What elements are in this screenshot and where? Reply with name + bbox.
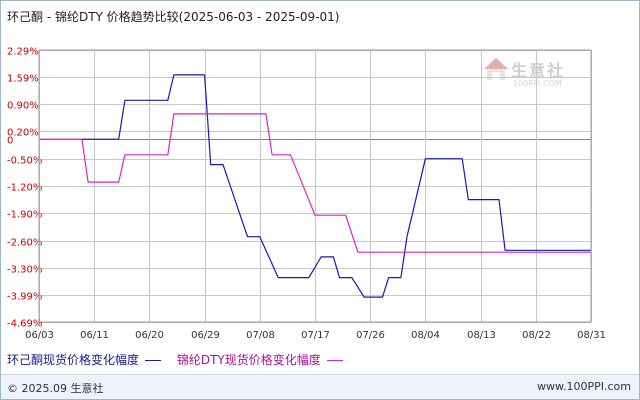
watermark-logo-icon — [484, 58, 508, 80]
chart-title: 环己酮 - 锦纶DTY 价格趋势比较(2025-06-03 - 2025-09-… — [7, 10, 340, 24]
grid-layer — [39, 50, 592, 323]
x-tick-label: 07/26 — [356, 330, 385, 341]
y-tick-label: -1.20% — [7, 183, 42, 194]
x-tick-label: 06/29 — [191, 330, 220, 341]
y-tick-label: -4.69% — [7, 319, 42, 330]
x-tick-label: 07/08 — [246, 330, 275, 341]
legend-swatch-series1 — [145, 360, 162, 361]
x-tick-label: 08/22 — [522, 330, 551, 341]
series-line-1 — [81, 74, 591, 298]
footer: © 2025.09 生意社 www.100PPI.com — [1, 374, 639, 399]
x-tick-label: 08/31 — [577, 330, 606, 341]
watermark: 生意社 100PPI.COM — [483, 57, 583, 97]
series-layer — [39, 74, 591, 298]
watermark-url: 100PPI.COM — [513, 79, 562, 88]
legend-label-series2: 锦纶DTY现货价格变化幅度 — [176, 353, 321, 367]
y-tick-label: 0.20% — [7, 128, 39, 139]
x-tick-label: 08/04 — [411, 330, 440, 341]
y-tick-label: 1.59% — [7, 74, 39, 85]
series-line-2 — [39, 113, 591, 253]
legend-swatch-series2 — [326, 360, 343, 361]
x-tick-label: 08/13 — [467, 330, 496, 341]
y-tick-label: -1.90% — [7, 210, 42, 221]
y-tick-label: 0 — [7, 136, 13, 147]
legend: 环己酮现货价格变化幅度 锦纶DTY现货价格变化幅度 — [7, 351, 355, 368]
x-tick-label: 07/17 — [301, 330, 330, 341]
y-tick-label: 0.90% — [7, 101, 39, 112]
y-tick-label: -3.99% — [7, 292, 42, 303]
y-tick-label: -0.50% — [7, 156, 42, 167]
y-tick-label: 2.29% — [7, 47, 39, 58]
x-tick-label: 06/20 — [135, 330, 164, 341]
site-url-link[interactable]: www.100PPI.com — [537, 380, 631, 393]
plot-border — [38, 49, 592, 323]
y-tick-label: -2.60% — [7, 238, 42, 249]
x-tick-labels: 06/03 06/11 06/20 06/29 07/08 07/17 07/26 08/04… — [25, 330, 606, 341]
watermark-name: 生意社 — [511, 61, 566, 80]
x-tick-label: 06/11 — [80, 330, 109, 341]
x-tick-label: 06/03 — [25, 330, 54, 341]
copyright-text: © 2025.09 生意社 — [7, 382, 104, 395]
y-tick-label: -3.30% — [7, 265, 42, 276]
line-chart: 2.29% 1.59% 0.90% 0.20%0 -0.50% -1.20% -1.90% -… — [7, 47, 606, 342]
y-tick-labels: 2.29% 1.59% 0.90% 0.20%0 -0.50% -1.20% -1.90% -… — [7, 47, 42, 330]
legend-label-series1: 环己酮现货价格变化幅度 — [7, 353, 140, 367]
